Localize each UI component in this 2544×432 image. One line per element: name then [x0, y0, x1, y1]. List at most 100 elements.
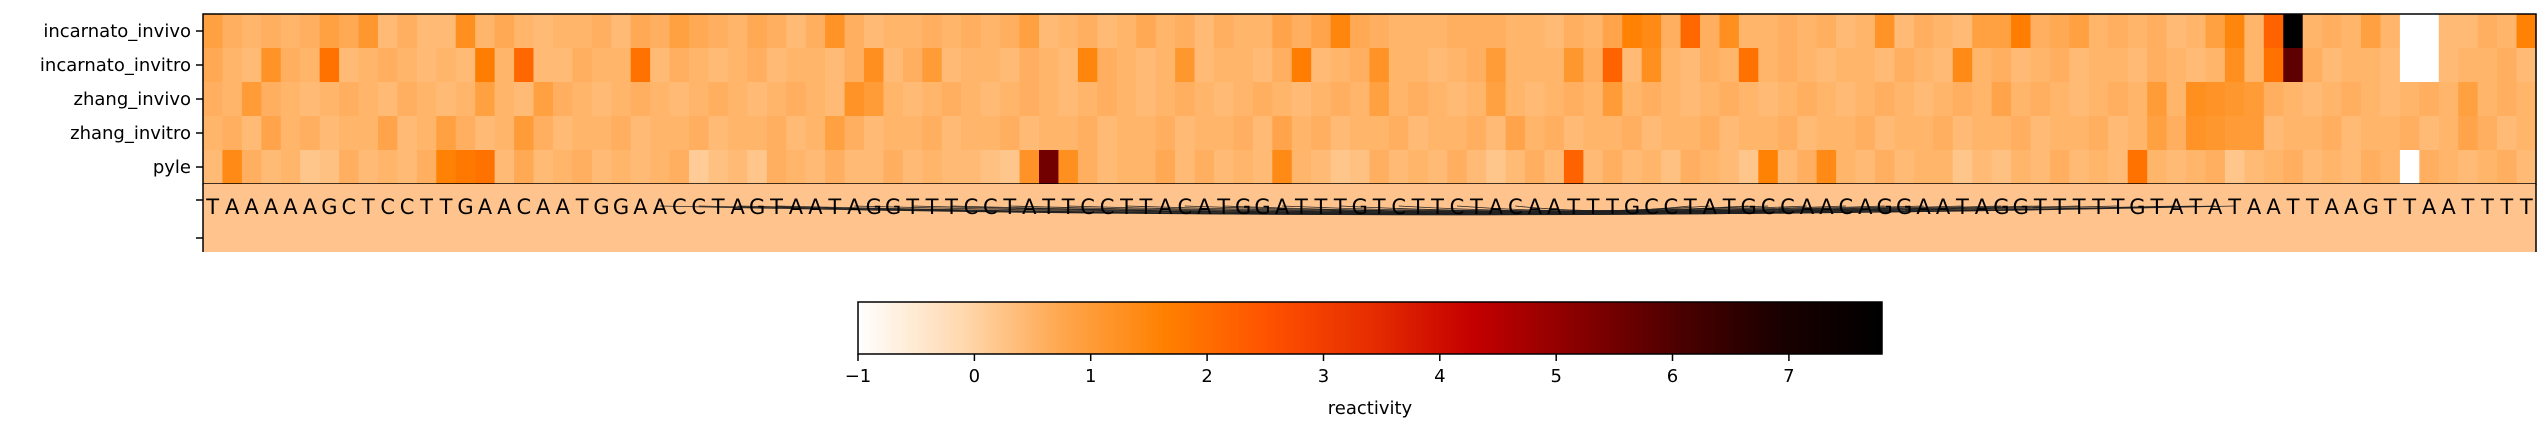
- heatmap-cell: [981, 82, 1001, 117]
- heatmap-cell: [1467, 82, 1487, 117]
- heatmap-cell: [281, 82, 301, 117]
- sequence-letter: A: [225, 195, 240, 219]
- heatmap-cell: [2478, 116, 2498, 151]
- heatmap-cell: [1195, 150, 1215, 185]
- heatmap-cell: [1467, 116, 1487, 151]
- heatmap-cell: [1486, 14, 1506, 49]
- sequence-letter: A: [283, 195, 298, 219]
- heatmap-cell: [1972, 48, 1992, 83]
- heatmap-cell: [2244, 116, 2264, 151]
- heatmap-cell: [2400, 150, 2420, 185]
- heatmap-cell: [1136, 150, 1156, 185]
- heatmap-cell: [922, 116, 942, 151]
- sequence-letter: A: [2441, 195, 2456, 219]
- heatmap-cell: [689, 116, 709, 151]
- heatmap-cell: [2225, 116, 2245, 151]
- heatmap-cell: [1039, 116, 1059, 151]
- heatmap-cell: [670, 116, 690, 151]
- sequence-letter: A: [808, 195, 823, 219]
- heatmap-cell: [845, 82, 865, 117]
- heatmap-cell: [806, 48, 826, 83]
- heatmap-cell: [2497, 82, 2517, 117]
- heatmap-cell: [300, 82, 320, 117]
- sequence-letter: A: [1975, 195, 1990, 219]
- sequence-letter: G: [593, 195, 609, 219]
- heatmap-cell: [883, 116, 903, 151]
- heatmap-cell: [417, 48, 437, 83]
- heatmap-cell: [553, 14, 573, 49]
- colorbar-tick-label: 6: [1667, 366, 1678, 387]
- heatmap-cell: [708, 14, 728, 49]
- heatmap-cell: [1136, 82, 1156, 117]
- heatmap-cell: [1097, 150, 1117, 185]
- heatmap-cell: [1914, 150, 1934, 185]
- sequence-letter: A: [1197, 195, 1212, 219]
- heatmap-cell: [1894, 48, 1914, 83]
- heatmap-cell: [1875, 116, 1895, 151]
- heatmap-cell: [1486, 82, 1506, 117]
- row-label: incarnato_invitro: [40, 55, 191, 76]
- heatmap-cell: [2322, 116, 2342, 151]
- heatmap-cell: [495, 14, 515, 49]
- heatmap-cell: [2342, 14, 2362, 49]
- heatmap-cell: [1331, 14, 1351, 49]
- heatmap-cell: [767, 116, 787, 151]
- heatmap-cell: [2322, 82, 2342, 117]
- sequence-letter: G: [1740, 195, 1756, 219]
- heatmap-cell: [2244, 14, 2264, 49]
- sequence-letter: G: [1896, 195, 1912, 219]
- heatmap-cell: [2458, 48, 2478, 83]
- heatmap-cell: [670, 14, 690, 49]
- heatmap-cell: [806, 82, 826, 117]
- heatmap-cell: [1350, 14, 1370, 49]
- heatmap-cell: [203, 82, 223, 117]
- sequence-letter: A: [1936, 195, 1951, 219]
- heatmap-cell: [436, 150, 456, 185]
- heatmap-cell: [456, 82, 476, 117]
- heatmap-cell: [2147, 116, 2167, 151]
- heatmap-cell: [1136, 14, 1156, 49]
- heatmap-cell: [378, 82, 398, 117]
- heatmap-cell: [883, 150, 903, 185]
- heatmap-cell: [2128, 48, 2148, 83]
- sequence-letter: C: [1761, 195, 1776, 219]
- heatmap-cell: [2128, 116, 2148, 151]
- heatmap-cell: [495, 48, 515, 83]
- heatmap-cell: [2069, 48, 2089, 83]
- sequence-letter: G: [613, 195, 629, 219]
- heatmap-cell: [806, 14, 826, 49]
- heatmap-cell: [1992, 116, 2012, 151]
- sequence-letter: A: [478, 195, 493, 219]
- heatmap-cell: [2264, 48, 2284, 83]
- heatmap-cell: [281, 48, 301, 83]
- heatmap-cell: [2205, 116, 2225, 151]
- heatmap-cell: [981, 48, 1001, 83]
- colorbar-ticks: −1 0 1 2 3 4 5 6 7: [845, 354, 1795, 387]
- row-label: incarnato_invivo: [43, 21, 191, 42]
- heatmap-cell: [1331, 116, 1351, 151]
- sequence-letter: T: [361, 195, 375, 219]
- sequence-letter: A: [1819, 195, 1834, 219]
- heatmap-cell: [1467, 14, 1487, 49]
- heatmap-cell: [1389, 48, 1409, 83]
- heatmap-cell: [1506, 116, 1526, 151]
- sequence-letter: T: [944, 195, 958, 219]
- sequence-letter: C: [341, 195, 356, 219]
- heatmap-cell: [1428, 82, 1448, 117]
- heatmap-cell: [845, 116, 865, 151]
- sequence-letter: A: [555, 195, 570, 219]
- heatmap-cell: [339, 116, 359, 151]
- heatmap-cell: [1642, 116, 1662, 151]
- sequence-letter: T: [1430, 195, 1444, 219]
- heatmap-cell: [359, 48, 379, 83]
- heatmap-cell: [845, 14, 865, 49]
- heatmap-cell: [1000, 150, 1020, 185]
- heatmap-cell: [1292, 116, 1312, 151]
- heatmap-cell: [1681, 14, 1701, 49]
- heatmap-cell: [2322, 48, 2342, 83]
- heatmap-cell: [1389, 150, 1409, 185]
- heatmap-cell: [1195, 48, 1215, 83]
- heatmap-cell: [1253, 48, 1273, 83]
- heatmap-cell: [1661, 150, 1681, 185]
- heatmap-cell: [708, 48, 728, 83]
